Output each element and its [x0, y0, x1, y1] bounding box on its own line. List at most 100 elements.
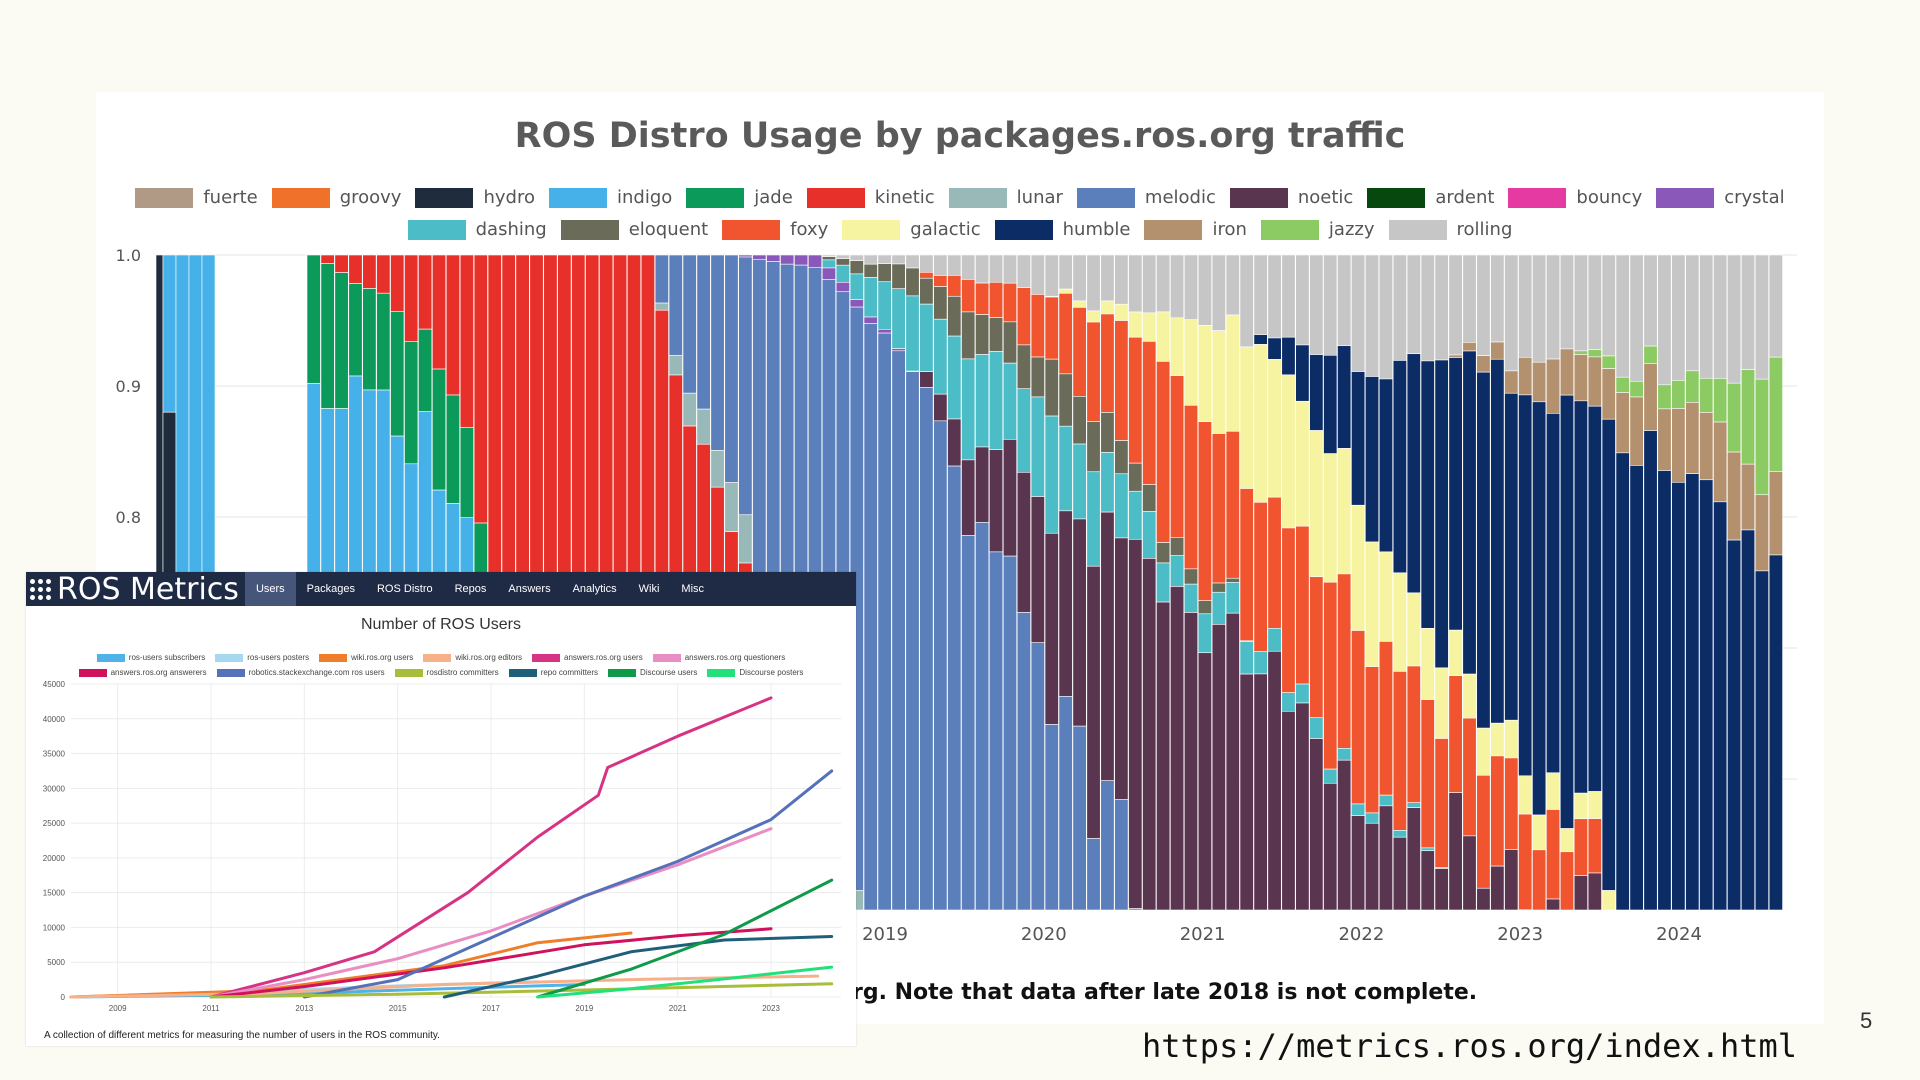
legend-item-fuerte[interactable]: fuerte: [135, 187, 258, 208]
bar-segment-galactic: [1420, 628, 1435, 700]
bar-stack: [1699, 254, 1714, 911]
legend-item-groovy[interactable]: groovy: [271, 187, 401, 208]
bar-segment-humble: [1337, 345, 1352, 449]
legend-item-crystal[interactable]: crystal: [1656, 187, 1785, 208]
inset-legend-item[interactable]: repo committers: [508, 668, 598, 677]
nav-item-analytics[interactable]: Analytics: [572, 583, 617, 595]
bar-segment-eloquent: [905, 267, 920, 297]
legend-item-lunar[interactable]: lunar: [948, 187, 1063, 208]
bar-segment-noetic: [1295, 702, 1310, 911]
nav-item-repos[interactable]: Repos: [454, 583, 487, 595]
legend-item-jazzy[interactable]: jazzy: [1260, 219, 1375, 240]
bar-segment-rolling: [1532, 254, 1547, 363]
bar-segment-foxy: [1448, 675, 1463, 793]
bar-segment-iron: [1601, 368, 1616, 420]
inset-legend-item[interactable]: rosdistro committers: [394, 668, 499, 677]
inset-legend-item[interactable]: answers.ros.org questioners: [652, 653, 785, 662]
bar-segment-foxy: [1253, 502, 1268, 652]
bar-segment-dashing: [1378, 794, 1393, 807]
source-url[interactable]: https://metrics.ros.org/index.html: [1142, 1027, 1798, 1065]
bar-segment-foxy: [1016, 287, 1031, 346]
inset-legend-item[interactable]: Discourse posters: [707, 668, 803, 677]
legend-item-rolling[interactable]: rolling: [1388, 219, 1512, 240]
bar-segment-rolling: [1086, 254, 1101, 312]
bar-segment-noetic: [1281, 710, 1296, 911]
bar-stack: [905, 254, 920, 911]
bar-segment-humble: [1365, 376, 1380, 543]
legend-item-dashing[interactable]: dashing: [407, 219, 547, 240]
legend-item-melodic[interactable]: melodic: [1076, 187, 1216, 208]
inset-legend-item[interactable]: wiki.ros.org editors: [423, 653, 522, 662]
bar-segment-foxy: [1295, 525, 1310, 685]
inset-legend-item[interactable]: answers.ros.org users: [532, 653, 643, 662]
brand[interactable]: ROS Metrics: [26, 572, 245, 607]
bar-stack: [1629, 254, 1644, 911]
bar-stack: [1156, 254, 1171, 911]
bar-stack: [1142, 254, 1157, 911]
bar-segment-rolling: [1170, 254, 1185, 319]
legend-item-iron[interactable]: iron: [1144, 219, 1247, 240]
inset-legend-item[interactable]: ros-users posters: [215, 653, 309, 662]
chart-caption: rg. Note that data after late 2018 is no…: [852, 980, 1478, 1005]
inset-legend-item[interactable]: ros-users subscribers: [96, 653, 205, 662]
nav-item-ros-distro[interactable]: ROS Distro: [376, 583, 433, 595]
inset-legend-item[interactable]: robotics.stackexchange.com ros users: [216, 668, 385, 677]
legend-swatch: [560, 219, 619, 240]
bar-segment-foxy: [1378, 641, 1393, 796]
bar-segment-crystal: [808, 254, 823, 268]
nav-item-misc[interactable]: Misc: [681, 583, 705, 595]
legend-item-bouncy[interactable]: bouncy: [1508, 187, 1642, 208]
bar-segment-jade: [376, 292, 391, 391]
bar-segment-humble: [1629, 465, 1644, 911]
inset-caption: A collection of different metrics for me…: [44, 1030, 440, 1041]
bar-stack: [1016, 254, 1031, 911]
bar-segment-rolling: [1183, 254, 1199, 320]
bar-stack: [947, 254, 962, 911]
legend-label: eloquent: [628, 219, 709, 240]
bar-segment-iron: [1559, 348, 1574, 396]
bar-segment-foxy: [961, 279, 976, 313]
legend-item-jade[interactable]: jade: [686, 187, 793, 208]
legend-item-galactic[interactable]: galactic: [842, 219, 981, 240]
bar-segment-noetic: [1587, 872, 1602, 911]
inset-legend-item[interactable]: Discourse users: [608, 668, 697, 677]
inset-legend-item[interactable]: wiki.ros.org users: [319, 653, 413, 662]
legend-item-indigo[interactable]: indigo: [548, 187, 672, 208]
bar-segment-iron: [1699, 412, 1714, 481]
bar-segment-dashing: [1114, 473, 1129, 539]
legend-item-foxy[interactable]: foxy: [722, 219, 828, 240]
legend-item-kinetic[interactable]: kinetic: [806, 187, 935, 208]
bar-segment-dashing: [1044, 415, 1059, 534]
bar-segment-melodic: [696, 254, 711, 410]
nav-item-wiki[interactable]: Wiki: [638, 583, 660, 595]
bar-segment-rolling: [1476, 254, 1491, 357]
bar-segment-melodic: [989, 551, 1004, 911]
nav-item-answers[interactable]: Answers: [508, 583, 551, 595]
bar-segment-eloquent: [1058, 373, 1073, 427]
bar-segment-rolling: [1657, 254, 1672, 386]
bar-segment-jade: [390, 311, 405, 437]
bar-segment-noetic: [1114, 537, 1129, 800]
legend-item-eloquent[interactable]: eloquent: [560, 219, 709, 240]
legend-label: bouncy: [1576, 187, 1643, 208]
bar-segment-noetic: [919, 371, 934, 388]
bar-segment-eloquent: [919, 277, 934, 305]
bar-segment-rolling: [1225, 254, 1240, 316]
inset-legend-item[interactable]: answers.ros.org answerers: [78, 668, 207, 677]
legend-swatch: [532, 653, 560, 662]
legend-label: fuerte: [203, 187, 258, 208]
bar-segment-melodic: [1086, 838, 1101, 911]
legend-label: noetic: [1297, 187, 1354, 208]
legend-item-noetic[interactable]: noetic: [1229, 187, 1354, 208]
bar-segment-melodic: [1072, 725, 1087, 911]
bar-segment-iron: [1657, 408, 1672, 471]
legend-item-humble[interactable]: humble: [994, 219, 1130, 240]
bar-segment-rolling: [1239, 254, 1254, 348]
legend-item-hydro[interactable]: hydro: [415, 187, 535, 208]
legend-item-ardent[interactable]: ardent: [1367, 187, 1494, 208]
bar-segment-rolling: [1546, 254, 1561, 360]
nav-item-users[interactable]: Users: [244, 572, 296, 606]
legend-swatch: [423, 653, 452, 662]
bar-stack: [1211, 254, 1226, 911]
nav-item-packages[interactable]: Packages: [306, 583, 355, 595]
